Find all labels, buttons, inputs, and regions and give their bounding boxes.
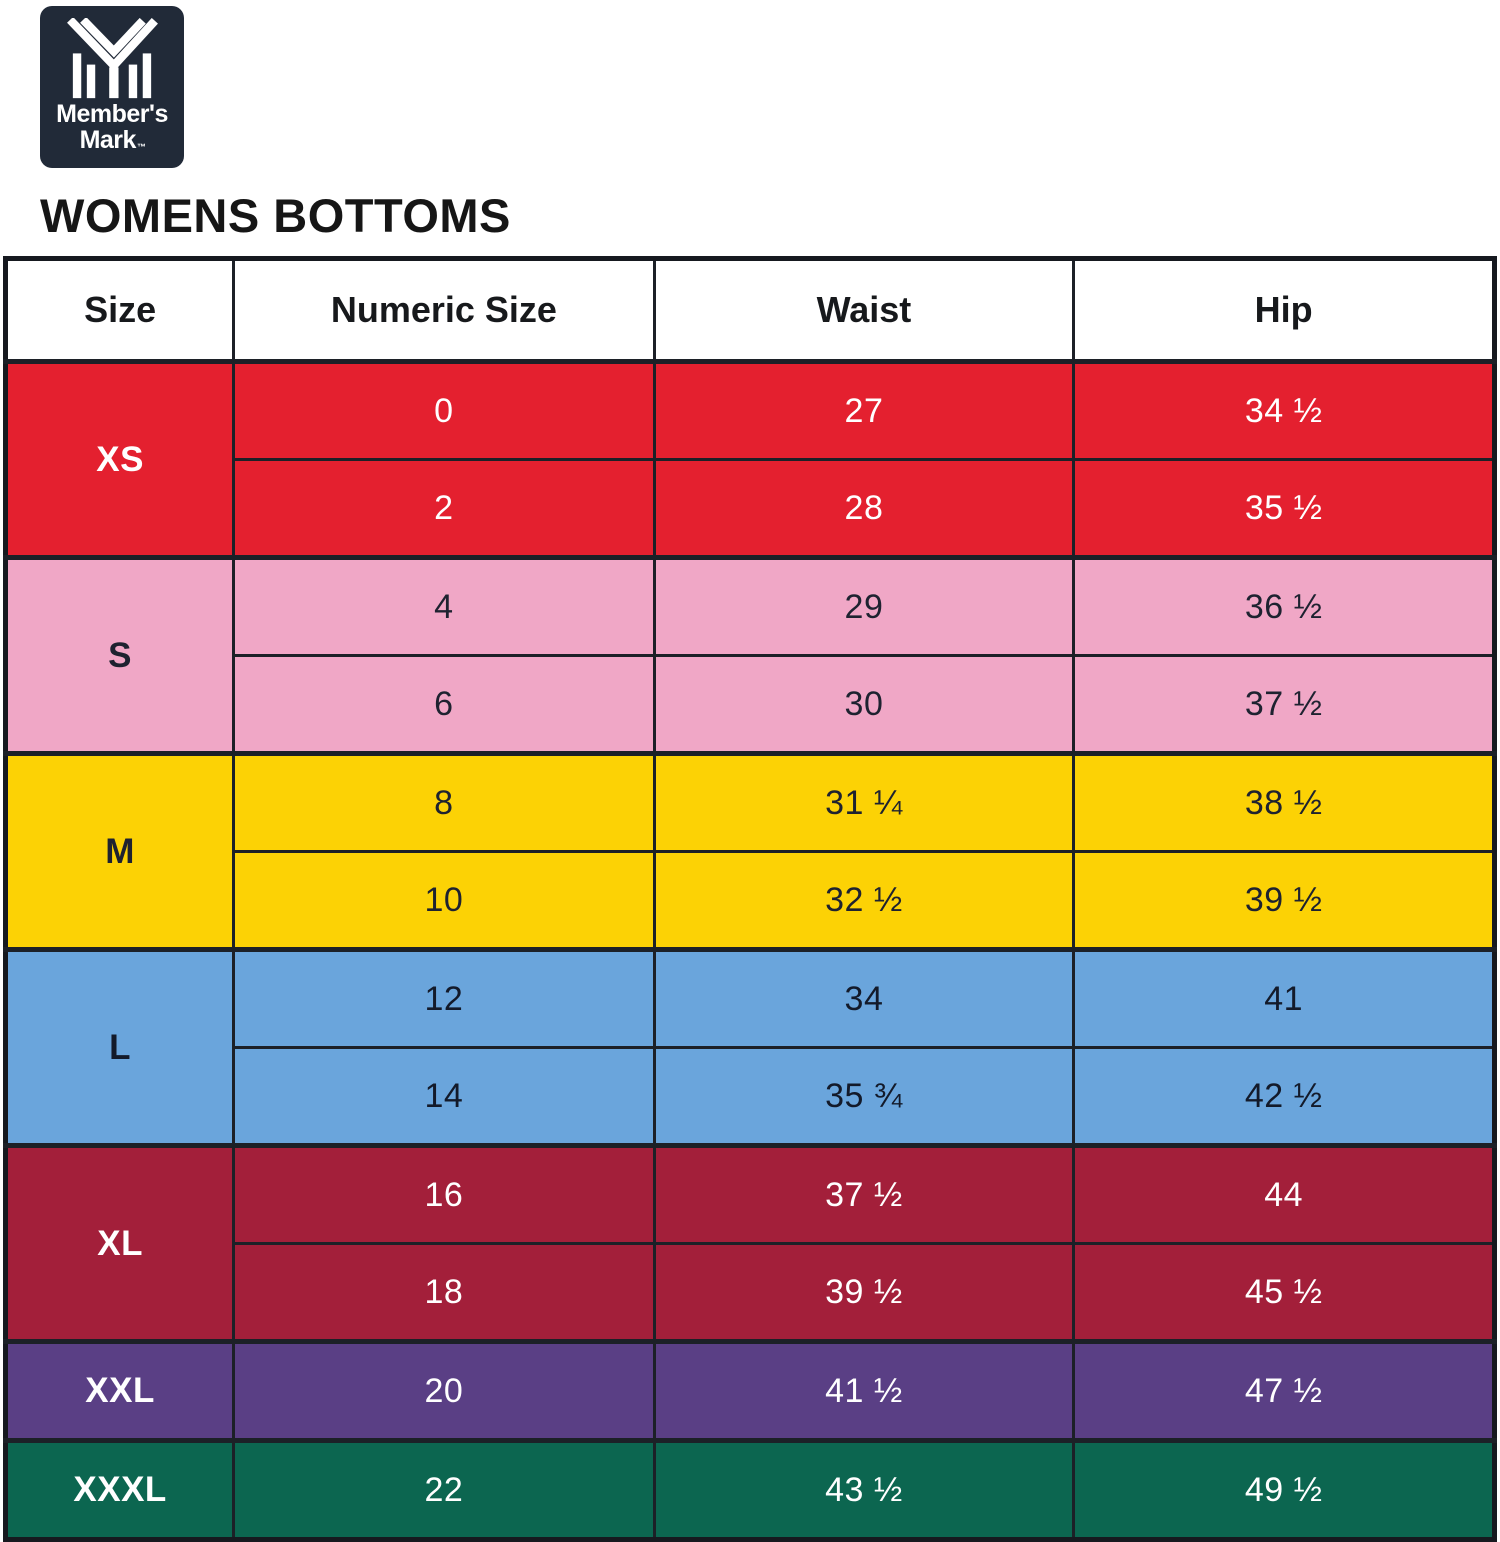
- size-group-cell: XXL: [3, 1339, 236, 1442]
- table-row: S 4 29 36 ½: [3, 555, 1496, 755]
- table-row: 10 32 ½ 39 ½: [6, 850, 1496, 951]
- brand-name-line2: Mark™: [79, 125, 146, 154]
- size-value-cell: 39 ½: [652, 1242, 1076, 1343]
- size-group-cell: L: [3, 947, 236, 1147]
- table-row: 2 28 35 ½: [6, 458, 1496, 559]
- size-value-cell: 4: [232, 555, 656, 657]
- size-value-cell: 2: [232, 458, 656, 559]
- page-title: WOMENS BOTTOMS: [40, 189, 511, 242]
- table-row: 18 39 ½ 45 ½: [6, 1242, 1496, 1343]
- size-chart-table: Size Numeric Size Waist Hip XS 0 27 34 ½ 2 28 35 …: [3, 256, 1497, 1542]
- size-value-cell: 14: [232, 1046, 656, 1147]
- size-value-cell: 30: [652, 654, 1076, 755]
- table-row: XS 0 27 34 ½: [3, 359, 1496, 559]
- trademark-symbol: ™: [136, 141, 146, 152]
- size-value-cell: 34: [652, 947, 1076, 1049]
- table-row: XXL 20 41 ½ 47 ½: [3, 1339, 1496, 1442]
- members-mark-logo: Member's Mark™: [40, 6, 184, 168]
- size-value-cell: 27: [652, 359, 1076, 461]
- size-value-cell: 31 ¼: [652, 751, 1076, 853]
- size-group-cell: XXXL: [3, 1438, 236, 1541]
- size-chart-body: XS 0 27 34 ½ 2 28 35 ½ S 4 29 36 ½ 6 30 37 ½ M 8 31 ¼ 38 …: [3, 359, 1496, 1541]
- table-row: XXXL 22 43 ½ 49 ½: [3, 1438, 1496, 1541]
- size-value-cell: 0: [232, 359, 656, 461]
- size-value-cell: 36 ½: [1072, 555, 1496, 657]
- table-row: L 12 34 41: [3, 947, 1496, 1147]
- size-value-cell: 49 ½: [1072, 1438, 1496, 1541]
- size-value-cell: 41: [1072, 947, 1496, 1049]
- size-group-cell: XS: [3, 359, 236, 559]
- size-value-cell: 20: [232, 1339, 656, 1442]
- table-row: 14 35 ¾ 42 ½: [6, 1046, 1496, 1147]
- column-header: Hip: [1072, 257, 1496, 364]
- size-value-cell: 32 ½: [652, 850, 1076, 951]
- size-value-cell: 35 ½: [1072, 458, 1496, 559]
- size-group-cell: S: [3, 555, 236, 755]
- size-value-cell: 44: [1072, 1143, 1496, 1245]
- size-value-cell: 35 ¾: [652, 1046, 1076, 1147]
- members-mark-m-icon: [67, 18, 158, 99]
- size-value-cell: 47 ½: [1072, 1339, 1496, 1442]
- size-value-cell: 28: [652, 458, 1076, 559]
- size-value-cell: 29: [652, 555, 1076, 657]
- column-header: Numeric Size: [232, 257, 656, 364]
- column-header: Waist: [652, 257, 1076, 364]
- size-value-cell: 38 ½: [1072, 751, 1496, 853]
- table-row: M 8 31 ¼ 38 ½: [3, 751, 1496, 951]
- brand-name-line1: Member's: [56, 100, 168, 128]
- size-value-cell: 8: [232, 751, 656, 853]
- size-value-cell: 22: [232, 1438, 656, 1541]
- size-value-cell: 39 ½: [1072, 850, 1496, 951]
- size-value-cell: 43 ½: [652, 1438, 1076, 1541]
- size-value-cell: 18: [232, 1242, 656, 1343]
- size-value-cell: 34 ½: [1072, 359, 1496, 461]
- size-value-cell: 37 ½: [652, 1143, 1076, 1245]
- size-value-cell: 42 ½: [1072, 1046, 1496, 1147]
- size-value-cell: 10: [232, 850, 656, 951]
- table-row: 6 30 37 ½: [6, 654, 1496, 755]
- size-chart-header: Size Numeric Size Waist Hip: [3, 257, 1496, 364]
- size-value-cell: 37 ½: [1072, 654, 1496, 755]
- size-group-cell: XL: [3, 1143, 236, 1343]
- column-header: Size: [3, 257, 236, 364]
- size-value-cell: 45 ½: [1072, 1242, 1496, 1343]
- size-value-cell: 41 ½: [652, 1339, 1076, 1442]
- size-value-cell: 6: [232, 654, 656, 755]
- size-value-cell: 16: [232, 1143, 656, 1245]
- table-row: XL 16 37 ½ 44: [3, 1143, 1496, 1343]
- size-group-cell: M: [3, 751, 236, 951]
- size-value-cell: 12: [232, 947, 656, 1049]
